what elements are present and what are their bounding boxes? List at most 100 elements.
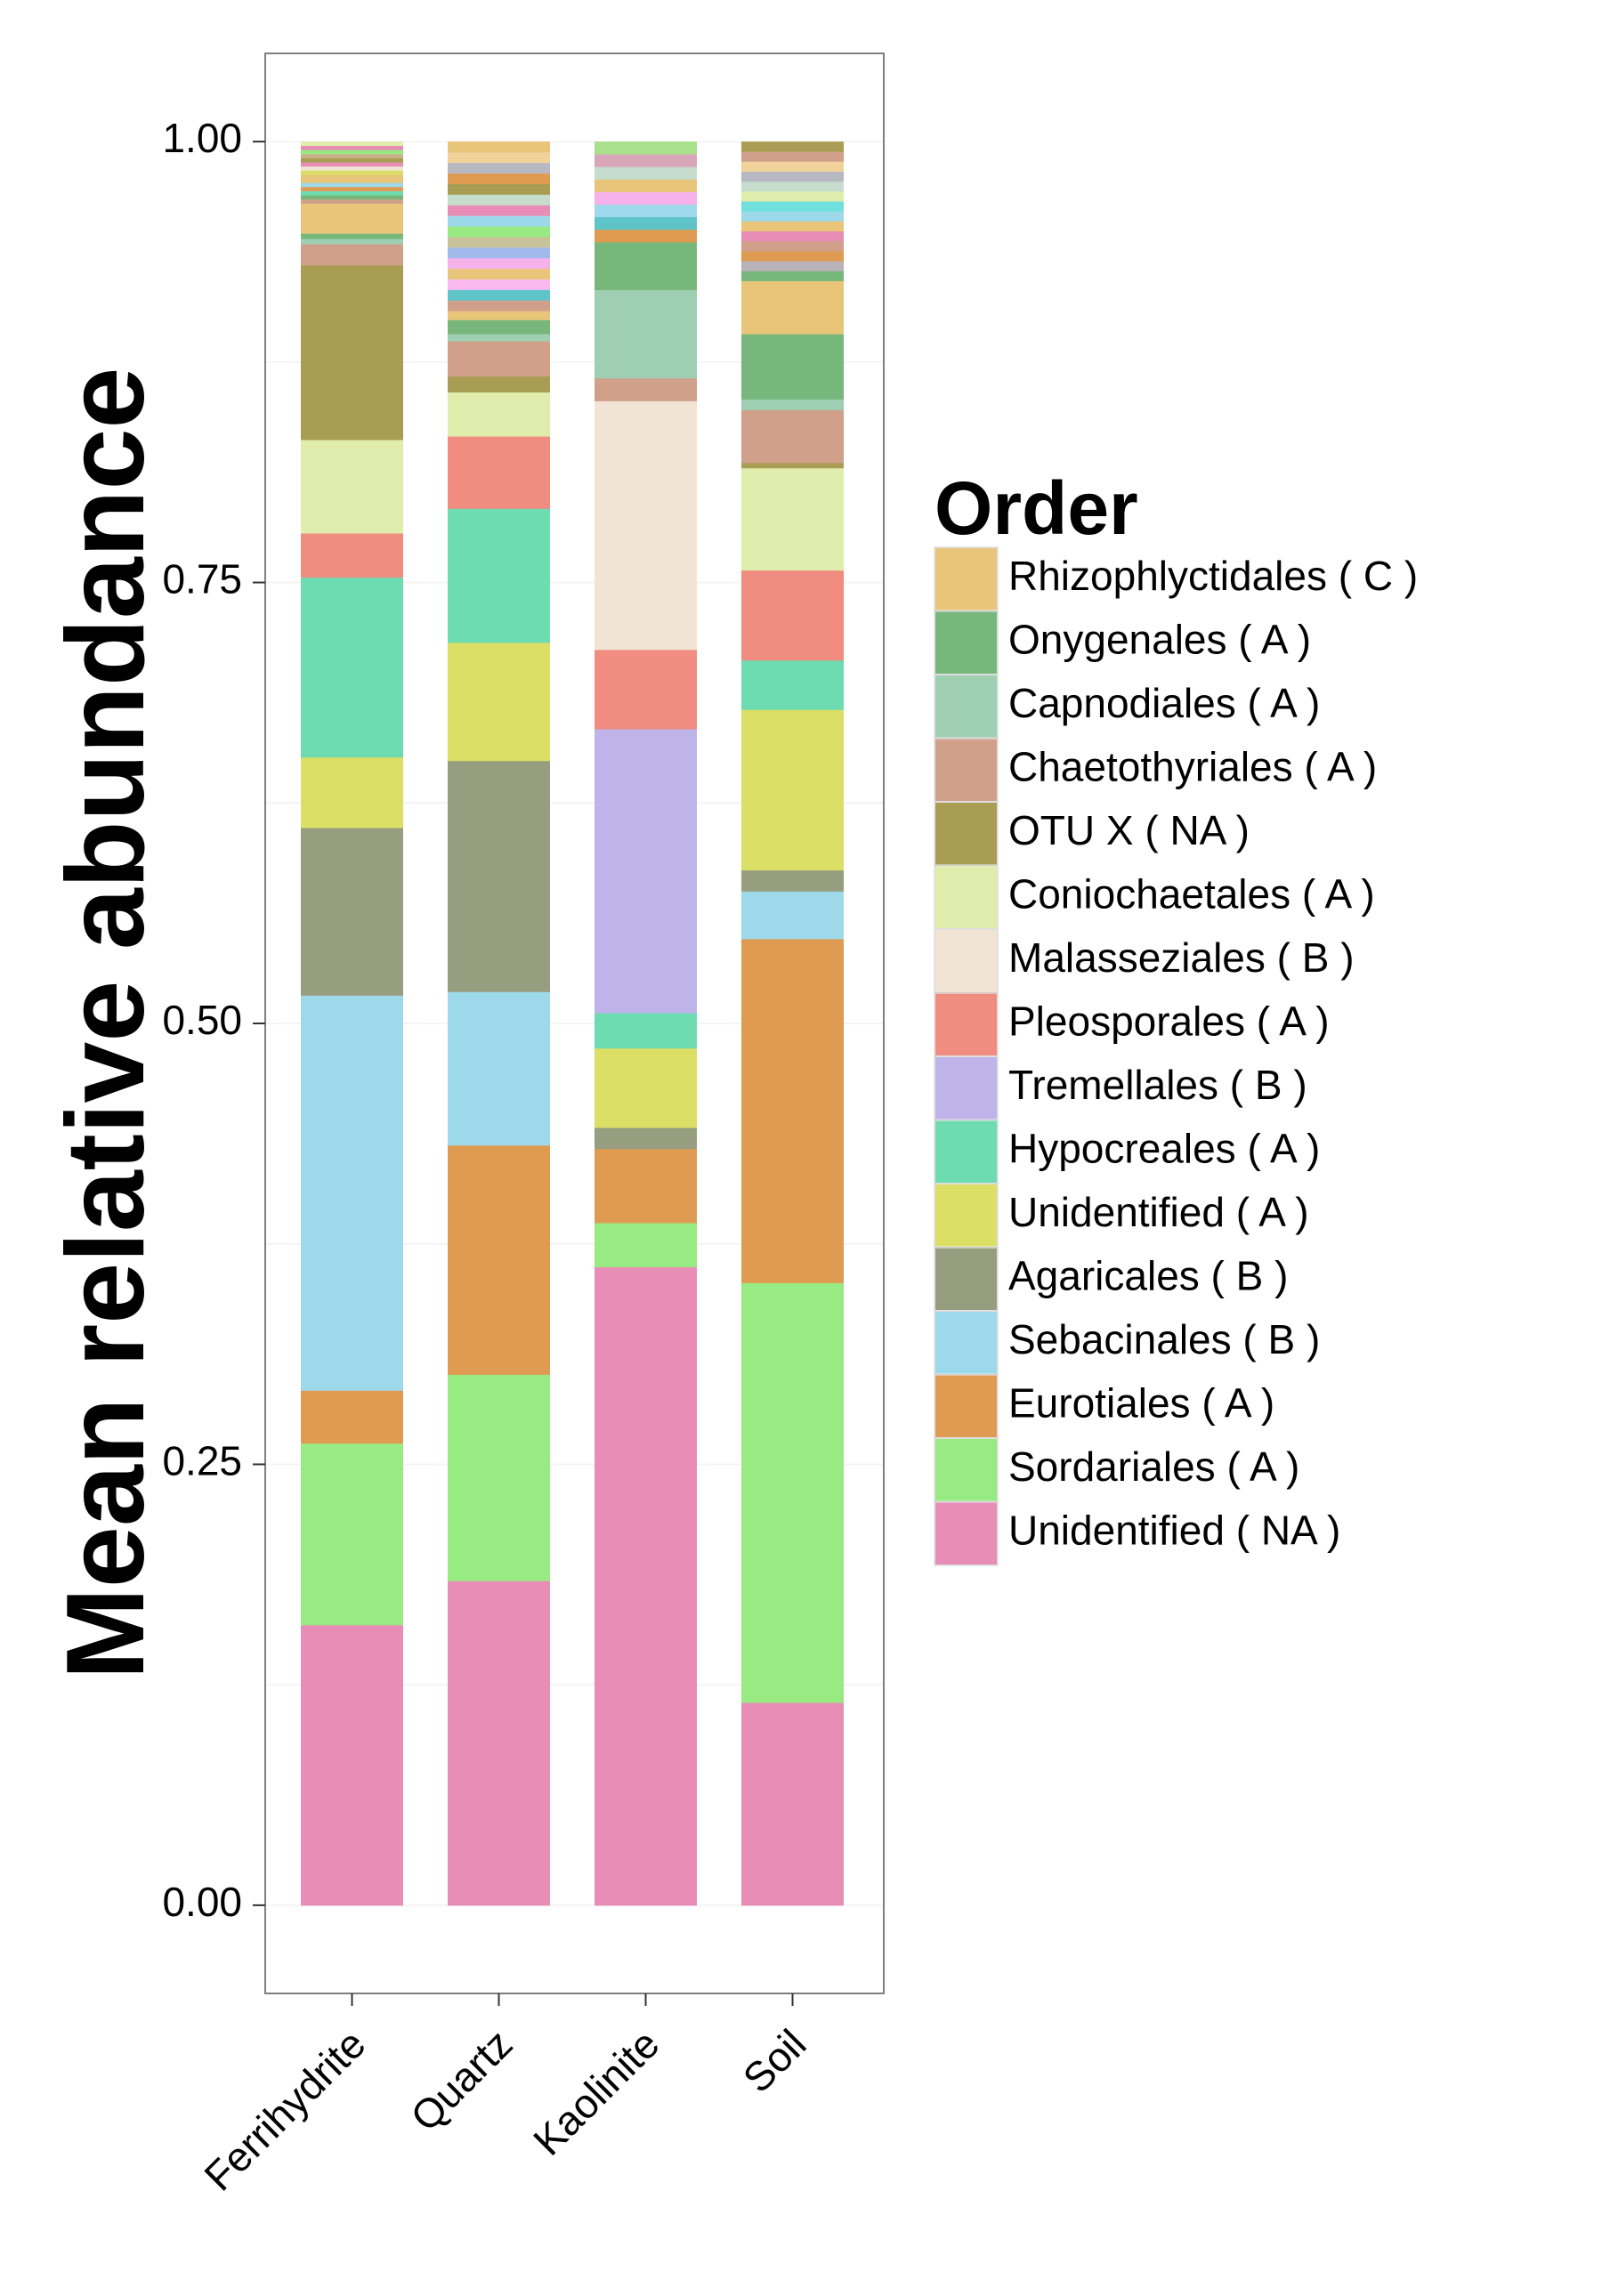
bar-segment-minor: [595, 204, 697, 218]
bar-segment-minor: [301, 166, 403, 171]
bar-segment-minor: [301, 195, 403, 200]
y-tick-label: 0.50: [162, 997, 242, 1043]
bar-segment: [301, 264, 403, 441]
bar-segment-minor: [448, 289, 550, 301]
bar-segment: [741, 891, 844, 940]
bar-segment-minor: [741, 240, 844, 252]
legend-label: Chaetothyriales ( A ): [1008, 743, 1377, 789]
legend-swatch: [935, 1312, 997, 1374]
bar-segment-minor: [741, 261, 844, 271]
bar-segment-minor: [741, 181, 844, 192]
bar-segment: [301, 828, 403, 996]
bar-segment: [448, 436, 550, 509]
y-tick-label: 0.25: [162, 1438, 242, 1484]
legend-label: Agaricales ( B ): [1008, 1252, 1288, 1298]
legend-swatch: [935, 1184, 997, 1247]
bar-segment-minor: [301, 162, 403, 167]
legend-label: OTU X ( NA ): [1008, 807, 1250, 853]
bars: [301, 141, 844, 1906]
legend-swatch: [935, 930, 997, 992]
legend-swatch: [935, 1120, 997, 1183]
legend-swatch: [935, 611, 997, 674]
bar-segment: [448, 991, 550, 1146]
bar-segment: [301, 203, 403, 234]
bar-segment-minor: [448, 237, 550, 248]
bar-segment: [301, 577, 403, 758]
bar-segment-minor: [448, 162, 550, 174]
legend-label: Eurotiales ( A ): [1008, 1379, 1274, 1426]
bar-segment: [448, 508, 550, 643]
legend-label: Malasseziales ( B ): [1008, 934, 1355, 981]
bar-segment-minor: [595, 166, 697, 180]
bar-segment: [301, 238, 403, 245]
bar-segment-minor: [448, 183, 550, 195]
y-axis: 0.00 0.25 0.50 0.75 1.00: [162, 115, 265, 1925]
bar-segment: [595, 289, 697, 379]
y-tick-label: 0.75: [162, 556, 242, 602]
legend-title: Order: [934, 466, 1138, 550]
bar-segment: [448, 1374, 550, 1581]
bar-segment-minor: [741, 171, 844, 182]
legend-label: Tremellales ( B ): [1008, 1062, 1307, 1108]
bar-segment: [741, 1282, 844, 1703]
bar-segment-minor: [595, 179, 697, 192]
bar-segment: [301, 244, 403, 266]
bar-segment: [448, 1581, 550, 1906]
legend-swatch: [935, 993, 997, 1055]
bar-segment-minor: [448, 215, 550, 227]
legend: Rhizophlyctidales ( C ) Onygenales ( A ) C…: [934, 546, 1418, 1566]
bar-segment-minor: [595, 191, 697, 205]
bar-segment-minor: [595, 154, 697, 167]
bar-segment: [595, 400, 697, 651]
bar-segment-minor: [741, 230, 844, 242]
bar-segment-minor: [301, 186, 403, 191]
bar-segment-minor: [448, 151, 550, 164]
bar-segment: [301, 233, 403, 239]
bar-segment-minor: [301, 178, 403, 183]
bar-segment: [301, 995, 403, 1391]
bar-segment: [301, 1443, 403, 1626]
bar-segment-minor: [741, 141, 844, 152]
bar-segment-minor: [595, 141, 697, 155]
bar-segment: [741, 462, 844, 469]
bar-segment-minor: [301, 145, 403, 150]
bar-segment-minor: [595, 229, 697, 243]
bar-segment-minor: [301, 190, 403, 196]
legend-swatch: [935, 866, 997, 928]
x-tick-label: Ferrihydrite: [195, 2020, 374, 2199]
x-tick-label: Quartz: [401, 2020, 521, 2139]
bar-segment-minor: [741, 201, 844, 212]
bar-segment-minor: [448, 279, 550, 290]
y-tick-label: 1.00: [162, 115, 242, 161]
bar-segment-minor: [301, 141, 403, 147]
legend-label: Sebacinales ( B ): [1008, 1316, 1320, 1362]
legend-label: Rhizophlyctidales ( C ): [1008, 553, 1418, 599]
y-axis-title: Mean relative abundance: [44, 368, 167, 1680]
bar-segment: [595, 1222, 697, 1267]
bar-segment: [595, 377, 697, 401]
legend-swatch: [935, 1375, 997, 1437]
bar-segment: [741, 659, 844, 710]
bar-segment-minor: [301, 150, 403, 155]
legend-label: Coniochaetales ( A ): [1008, 870, 1375, 917]
bar-segment: [595, 1266, 697, 1906]
bar-segment-minor: [301, 182, 403, 188]
x-tick-label: Soil: [734, 2020, 815, 2101]
bar-segment-minor: [448, 173, 550, 184]
bar-segment-minor: [741, 161, 844, 172]
legend-swatch: [935, 803, 997, 865]
bar-segment-minor: [301, 170, 403, 175]
bar-segment: [595, 729, 697, 1014]
bar-segment-minor: [448, 141, 550, 153]
bar-segment: [595, 1148, 697, 1224]
bar-segment: [448, 334, 550, 342]
bar-segment: [448, 319, 550, 335]
bar-segment-minor: [448, 257, 550, 270]
legend-swatch: [935, 675, 997, 738]
legend-label: Onygenales ( A ): [1008, 616, 1311, 662]
bar-segment: [595, 649, 697, 730]
bar-segment-minor: [448, 300, 550, 311]
bar-segment: [741, 334, 844, 400]
bar-segment: [595, 242, 697, 291]
